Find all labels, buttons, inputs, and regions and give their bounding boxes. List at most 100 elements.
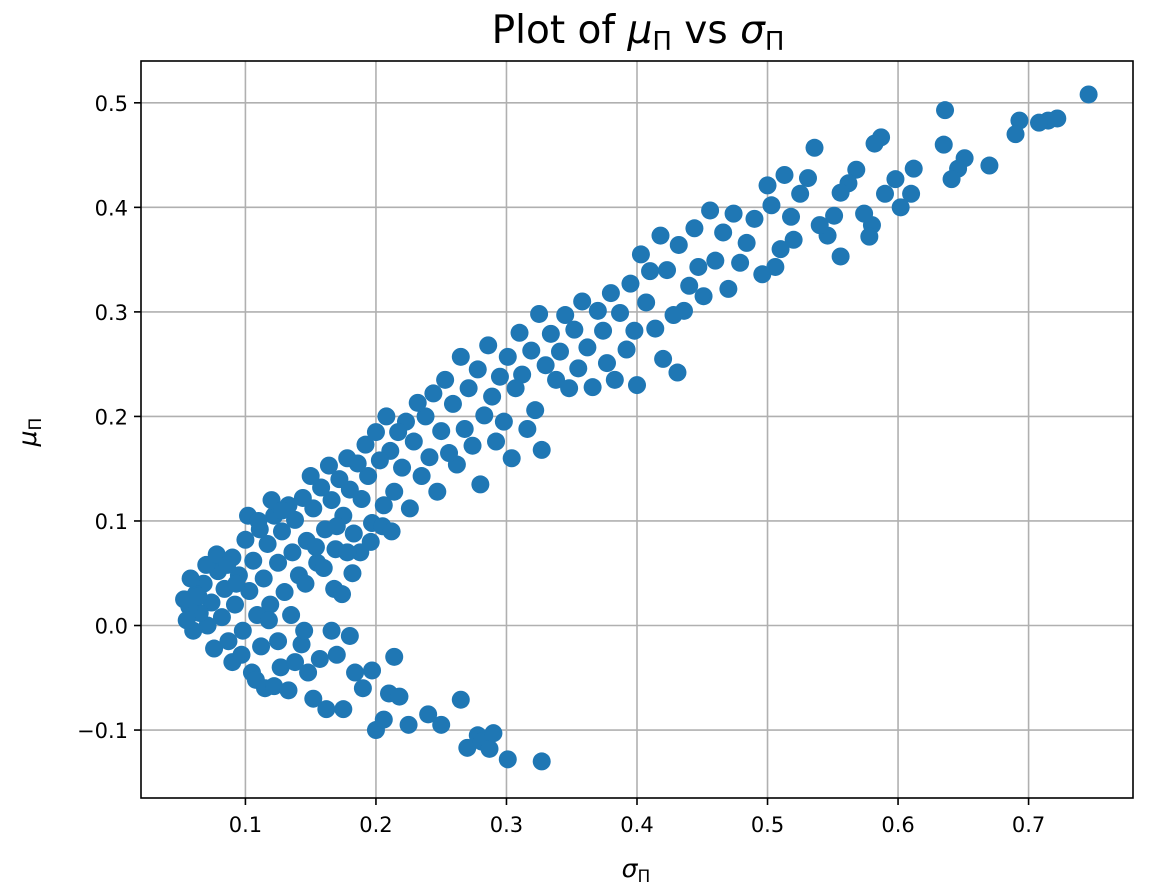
scatter-point <box>480 739 499 758</box>
scatter-point <box>340 626 359 645</box>
y-tick-label: 0.1 <box>95 510 128 534</box>
scatter-point <box>530 304 549 323</box>
scatter-point <box>641 262 660 281</box>
scatter-point <box>719 279 738 298</box>
scatter-point <box>269 632 288 651</box>
scatter-point <box>227 574 246 593</box>
scatter-point <box>724 204 743 223</box>
x-tick-label: 0.4 <box>620 813 653 837</box>
scatter-point <box>370 451 389 470</box>
x-tick-label: 0.5 <box>751 813 784 837</box>
scatter-point <box>865 134 884 153</box>
scatter-point <box>346 663 365 682</box>
scatter-point <box>791 184 810 203</box>
title-sigma-subscript: Π <box>765 27 785 57</box>
title-middle: vs <box>672 8 740 53</box>
scatter-point <box>886 170 905 189</box>
scatter-point <box>506 379 525 398</box>
scatter-point <box>475 406 494 425</box>
scatter-point <box>377 407 396 426</box>
scatter-point <box>189 587 208 606</box>
scatter-point <box>286 653 305 672</box>
scatter-point <box>459 379 478 398</box>
title-mu-subscript: Π <box>652 27 672 57</box>
scatter-point <box>479 336 498 355</box>
axis-ticks: 0.1 0.2 0.3 0.4 0.5 0.6 0.7 −0.1 0.0 0.1 0.2 0.3 0.4… <box>77 92 1045 837</box>
scatter-point <box>304 689 323 708</box>
scatter-point <box>658 261 677 280</box>
y-tick-label: 0.4 <box>95 196 128 220</box>
scatter-point <box>344 524 363 543</box>
scatter-point <box>753 265 772 284</box>
scatter-point <box>249 511 268 530</box>
scatter-point <box>265 677 284 696</box>
scatter-point <box>471 475 490 494</box>
scatter-point <box>322 621 341 640</box>
scatter-point <box>532 752 551 771</box>
scatter-point <box>272 501 291 520</box>
scatter-point <box>855 204 874 223</box>
scatter-point <box>810 216 829 235</box>
x-tick-label: 0.3 <box>490 813 523 837</box>
scatter-point <box>301 467 320 486</box>
scatter-point <box>385 647 404 666</box>
scatter-point <box>175 590 194 609</box>
scatter-point <box>259 611 278 630</box>
scatter-point <box>513 365 532 384</box>
scatter-point <box>181 569 200 588</box>
scatter-point <box>798 169 817 188</box>
title-prefix: Plot of <box>492 8 628 53</box>
y-tick-label: 0.0 <box>95 615 128 639</box>
scatter-point <box>1030 113 1049 132</box>
scatter-point <box>374 710 393 729</box>
scatter-point <box>219 632 238 651</box>
scatter-point <box>258 534 277 553</box>
scatter-point <box>432 422 451 441</box>
scatter-point <box>490 367 509 386</box>
scatter-point <box>904 159 923 178</box>
y-axis-label-subscript: Π <box>26 418 46 431</box>
scatter-point <box>404 432 423 451</box>
scatter-point <box>510 323 529 342</box>
scatter-point <box>420 448 439 467</box>
scatter-point <box>353 679 372 698</box>
scatter-point <box>556 306 575 325</box>
scatter-point <box>669 235 688 254</box>
scatter-point <box>934 135 953 154</box>
scatter-point <box>432 715 451 734</box>
scatter-point <box>385 482 404 501</box>
scatter-point <box>758 176 777 195</box>
scatter-point <box>825 206 844 225</box>
scatter-point <box>628 376 646 395</box>
scatter-point <box>296 574 315 593</box>
scatter-point <box>306 538 325 557</box>
scatter-point <box>831 247 850 266</box>
scatter-point <box>680 276 699 295</box>
y-tick-label: 0.5 <box>95 92 128 116</box>
scatter-point <box>282 606 301 625</box>
scatter-point <box>560 379 579 398</box>
scatter-point <box>334 700 353 719</box>
scatter-point <box>236 530 255 549</box>
scatter-point <box>536 356 555 375</box>
scatter-point <box>664 306 683 325</box>
scatter-point <box>484 724 503 743</box>
scatter-point <box>212 608 231 627</box>
y-tick-label: 0.3 <box>95 301 128 325</box>
scatter-point <box>668 363 687 382</box>
x-tick-label: 0.7 <box>1012 813 1045 837</box>
scatter-point <box>651 226 670 245</box>
y-tick-label: 0.2 <box>95 405 128 429</box>
scatter-point <box>412 467 431 486</box>
scatter-point <box>366 423 385 442</box>
scatter-point <box>440 444 459 463</box>
scatter-point <box>390 687 409 706</box>
scatter-point <box>775 165 794 184</box>
scatter-point <box>261 595 280 614</box>
x-axis-label-subscript: Π <box>638 867 651 887</box>
scatter-point <box>494 412 513 431</box>
scatter-point <box>784 230 803 249</box>
chart-title: Plot of μΠ vs σΠ <box>492 8 785 57</box>
scatter-point <box>654 349 673 368</box>
